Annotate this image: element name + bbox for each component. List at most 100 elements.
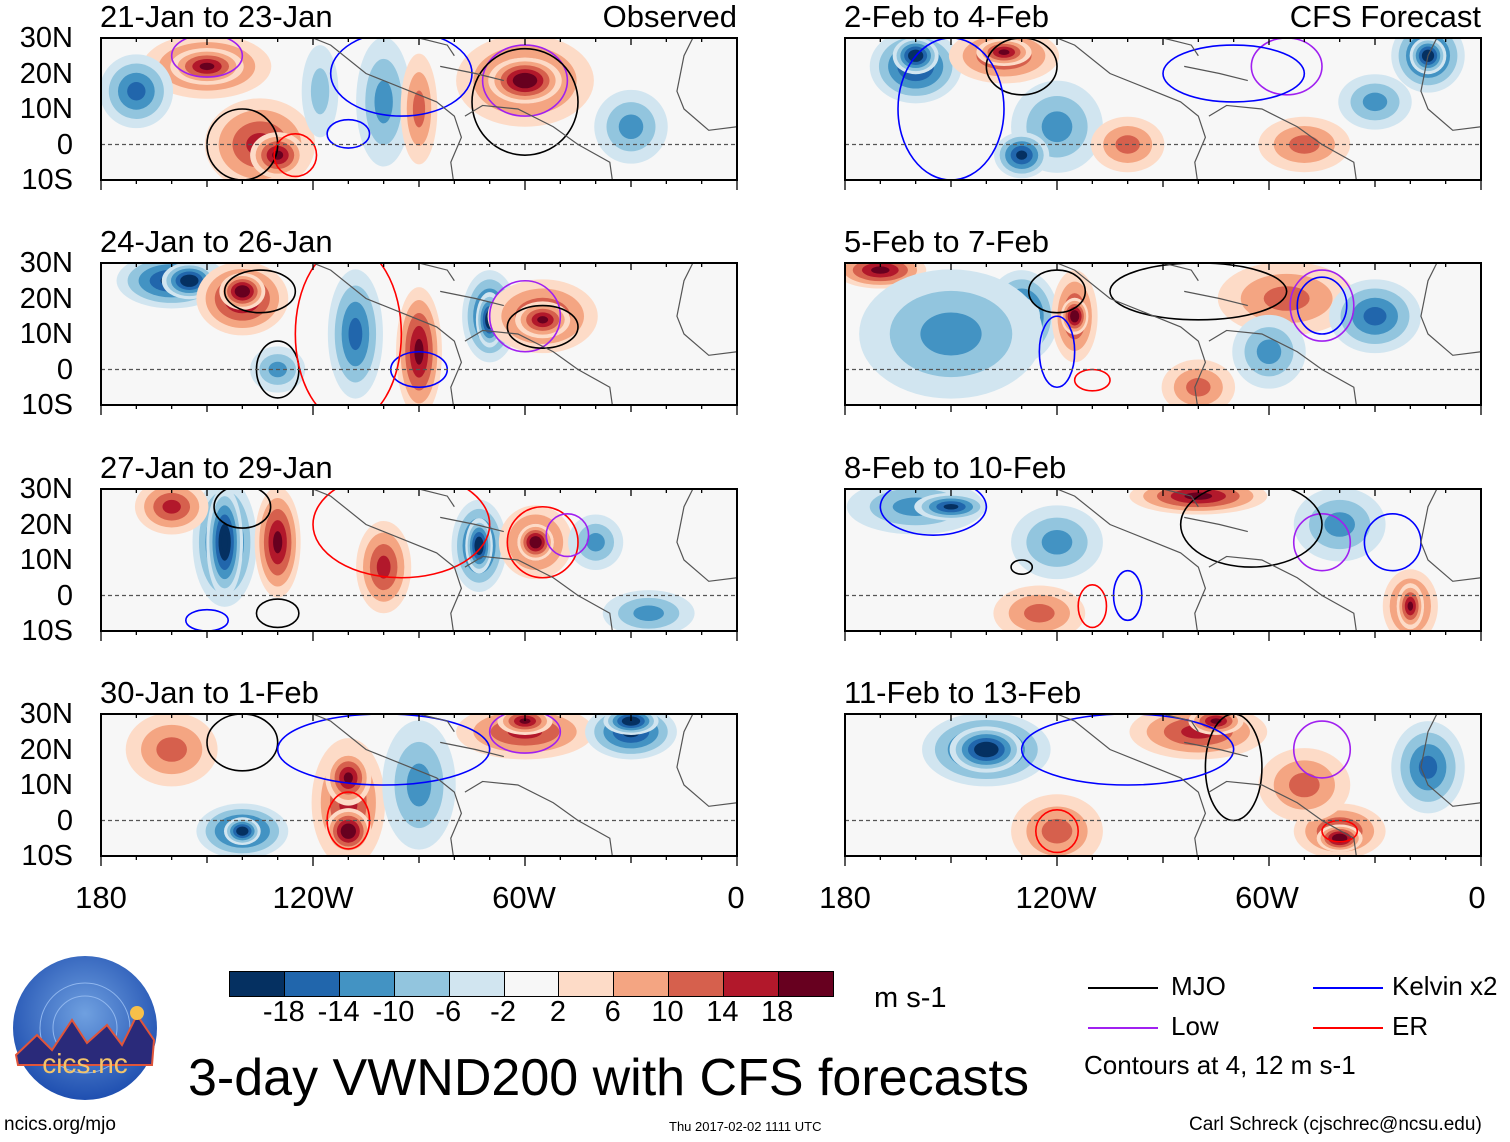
legend-label-low: Low <box>1171 1011 1219 1041</box>
wave-contour <box>223 269 297 314</box>
map-plot <box>844 37 1482 190</box>
lat-label: 0 <box>56 804 73 837</box>
lat-label: 0 <box>56 579 73 612</box>
cics-logo: cics.nc <box>12 955 158 1101</box>
colorbar-swatch <box>503 972 559 996</box>
wave-contour <box>312 489 491 579</box>
footer-timestamp: Thu 2017-02-02 1111 UTC <box>669 1119 822 1134</box>
coastline <box>1055 714 1481 856</box>
anomaly-field <box>845 263 1481 405</box>
panel-source-label: CFS Forecast <box>1289 0 1481 34</box>
colorbar-label: -6 <box>435 996 462 1028</box>
colorbar-swatch <box>613 972 669 996</box>
wave-contour <box>1038 315 1076 389</box>
anomaly-region <box>156 737 187 762</box>
anomaly-region <box>537 316 549 324</box>
colorbar-swatch <box>668 972 724 996</box>
anomaly-region <box>626 718 636 724</box>
wave-contour <box>1010 559 1034 575</box>
wave-contour <box>897 38 1005 180</box>
anomaly-region <box>348 317 363 351</box>
lon-label: 180 <box>819 880 871 915</box>
colorbar-label: 2 <box>549 996 566 1028</box>
map-plot <box>844 262 1482 415</box>
panel-source-label: Observed <box>602 0 737 34</box>
anomaly-region <box>519 718 531 724</box>
lon-label: 0 <box>1468 880 1486 915</box>
anomaly-region <box>1407 601 1414 611</box>
panel-title: 30-Jan to 1-Feb <box>100 675 319 710</box>
lat-label: 30N <box>19 22 73 54</box>
anomaly-region <box>1289 135 1320 154</box>
wave-contour <box>481 44 569 117</box>
wave-contour <box>170 38 244 78</box>
colorbar-swatch <box>338 972 394 996</box>
anomaly-region <box>127 82 146 101</box>
anomaly-region <box>1363 307 1387 326</box>
panel-title: 27-Jan to 29-Jan <box>100 450 333 485</box>
lat-label: 10S <box>21 615 73 647</box>
anomaly-region <box>1024 604 1055 623</box>
footer-author: Carl Schreck (cjschrec@ncsu.edu) <box>1189 1114 1482 1135</box>
wave-contour <box>488 279 562 353</box>
anomaly-region <box>586 533 605 552</box>
lon-label: 60W <box>1235 880 1299 915</box>
figure-title: 3-day VWND200 with CFS forecasts <box>188 1049 1029 1107</box>
footer-url: ncics.org/mjo <box>4 1114 116 1135</box>
colorbar-swatch <box>230 972 284 996</box>
map-plot <box>100 713 738 866</box>
wave-contour <box>1035 809 1080 854</box>
panel-title: 8-Feb to 10-Feb <box>844 450 1067 485</box>
anomaly-region <box>406 763 432 807</box>
wave-contour <box>1162 44 1306 103</box>
coastline <box>1055 489 1481 631</box>
wave-contour <box>471 47 579 156</box>
map-plot <box>100 488 738 641</box>
anomaly-region <box>238 288 247 295</box>
anomaly-region <box>998 49 1010 55</box>
anomaly-field <box>125 714 737 856</box>
lon-label: 60W <box>492 880 556 915</box>
anomaly-region <box>532 539 539 546</box>
anomaly-region <box>273 531 283 554</box>
lat-label: 10S <box>21 164 73 196</box>
wave-contour <box>506 304 579 350</box>
wave-contour <box>213 489 272 529</box>
anomaly-region <box>1324 512 1355 537</box>
wave-contour <box>206 714 279 772</box>
wave-contour <box>185 608 229 631</box>
wave-contour <box>1296 276 1348 335</box>
anomaly-field <box>922 714 1481 856</box>
coastline <box>1055 38 1481 180</box>
coastline <box>311 38 737 180</box>
colorbar-swatch <box>283 972 339 996</box>
lat-label: 0 <box>56 128 73 161</box>
anomaly-region <box>1016 150 1028 160</box>
lat-label: 10N <box>19 318 73 350</box>
anomaly-region <box>199 62 215 71</box>
anomaly-region <box>239 828 246 834</box>
anomaly-region <box>1072 313 1077 320</box>
legend-line-mjo <box>1088 987 1158 989</box>
lat-label: 10S <box>21 840 73 872</box>
coastline <box>311 714 737 856</box>
anomaly-region <box>1041 529 1073 555</box>
lat-label: 30N <box>19 698 73 730</box>
colorbar-swatch <box>558 972 614 996</box>
anomaly-region <box>310 68 330 115</box>
lat-label: 10N <box>19 769 73 801</box>
wave-contour <box>545 513 590 558</box>
anomaly-region <box>376 555 391 579</box>
map-plot <box>844 713 1482 866</box>
colorbar-label: -2 <box>490 996 516 1028</box>
lat-label: 10S <box>21 389 73 421</box>
lon-label: 120W <box>272 880 354 915</box>
anomaly-region <box>618 114 644 140</box>
anomaly-field <box>134 489 737 631</box>
anomaly-region <box>920 312 982 356</box>
wave-contour <box>255 598 300 629</box>
lat-label: 10N <box>19 544 73 576</box>
anomaly-field <box>846 489 1481 631</box>
lon-label: 0 <box>727 880 745 915</box>
anomaly-region <box>1041 111 1073 143</box>
